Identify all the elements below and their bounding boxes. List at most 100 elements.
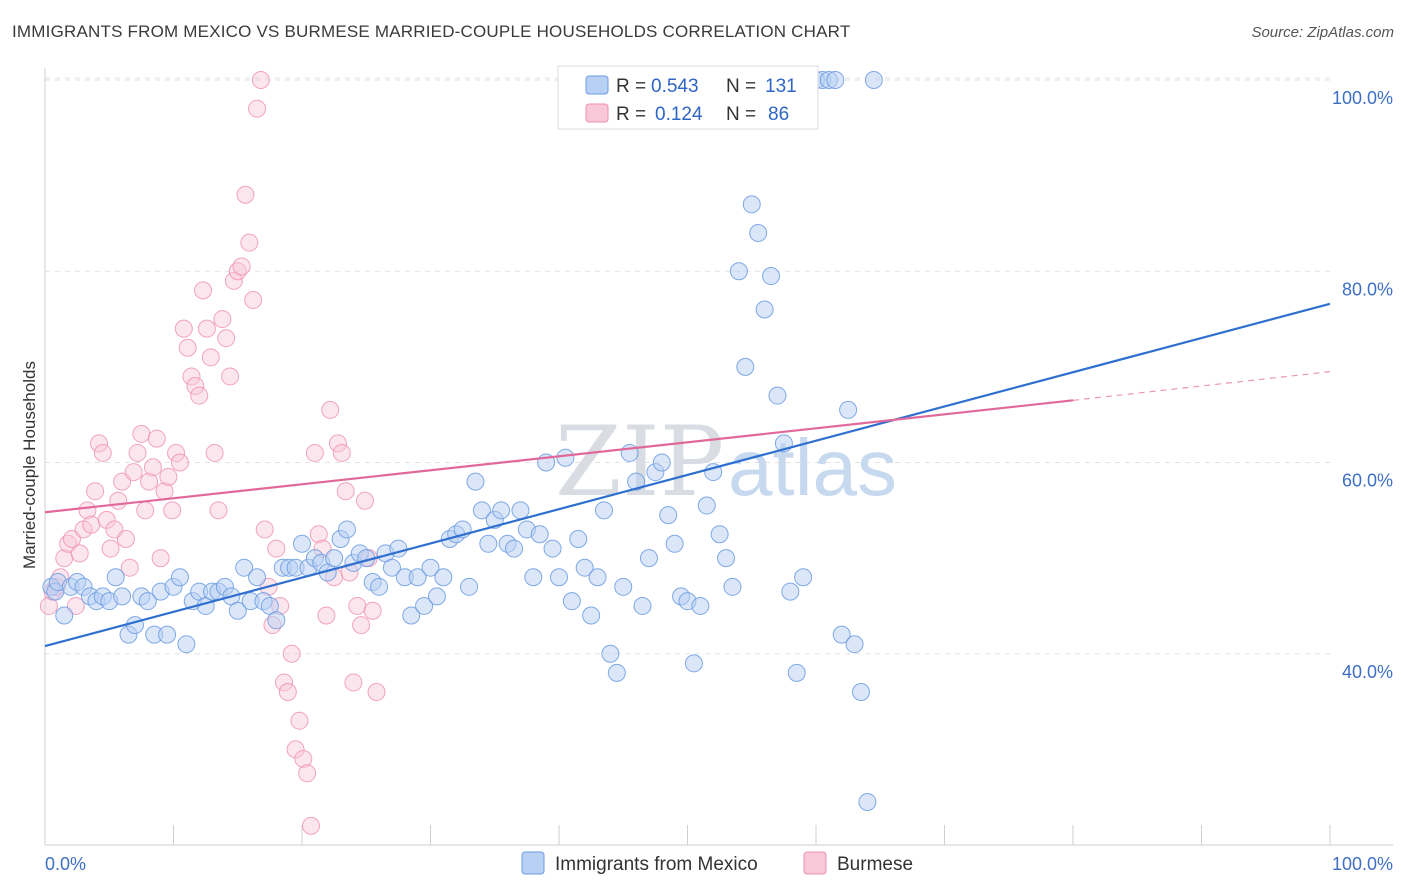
burmese-point (89, 434, 108, 453)
mexico-point (749, 224, 768, 242)
bottom-legend-swatch-burmese (803, 851, 827, 875)
burmese-point (240, 233, 259, 252)
mexico-point (125, 616, 144, 635)
burmese-point (332, 443, 351, 462)
watermark-atlas: atlas (728, 423, 897, 512)
legend-r-label-2: R = (616, 104, 646, 125)
mexico-point (575, 558, 594, 577)
mexico-point (524, 568, 543, 587)
burmese-point (70, 544, 89, 563)
burmese-point (209, 501, 228, 520)
burmese-points (39, 71, 386, 835)
mexico-point (472, 501, 491, 520)
mexico-point (639, 549, 658, 568)
mexico-point (434, 568, 453, 587)
mexico-point (697, 496, 716, 515)
mexico-point (839, 400, 858, 419)
mexico-point (594, 501, 613, 520)
burmese-point (290, 711, 309, 730)
watermark-zip: ZIP (555, 406, 724, 518)
burmese-point (109, 491, 128, 510)
burmese-point (251, 71, 270, 89)
legend-n-label-2: N = (726, 104, 756, 125)
mexico-point (633, 596, 652, 615)
burmese-point (66, 596, 85, 615)
burmese-point (132, 424, 151, 443)
burmese-point (344, 673, 363, 692)
axes (44, 68, 1393, 846)
mexico-point (768, 386, 787, 405)
mexico-trend-line (44, 302, 1331, 648)
burmese-point (348, 596, 367, 615)
burmese-point (113, 472, 132, 491)
burmese-point (174, 319, 193, 338)
legend-n-value-2: 86 (768, 104, 789, 125)
burmese-point (363, 601, 382, 620)
mexico-point (421, 558, 440, 577)
burmese-point (143, 458, 162, 477)
burmese-point (101, 539, 120, 558)
burmese-point (355, 491, 374, 510)
mexico-point (325, 549, 344, 568)
bottom-legend-mexico: Immigrants from Mexico (555, 854, 758, 875)
mexico-point (492, 501, 511, 520)
mexico-point (614, 577, 633, 596)
burmese-point (232, 257, 251, 276)
legend-r-label-1: R = (616, 76, 646, 97)
mexico-point (729, 262, 748, 281)
mexico-point (864, 71, 883, 89)
legend-n-label-1: N = (726, 76, 756, 97)
mexico-point (466, 472, 485, 491)
burmese-point (116, 530, 135, 548)
burmese-trend-dashed (1072, 371, 1331, 401)
burmese-point (224, 271, 243, 290)
burmese-point (170, 453, 189, 472)
burmese-point (213, 310, 232, 329)
source-label: Source: ZipAtlas.com (1251, 24, 1394, 41)
mexico-point (479, 534, 498, 553)
burmese-point (301, 816, 320, 835)
burmese-point (201, 348, 220, 367)
burmese-point (298, 764, 317, 783)
mexico-point (762, 267, 781, 286)
mexico-point (543, 539, 562, 558)
burmese-point (255, 520, 274, 539)
mexico-point (723, 577, 742, 596)
burmese-point (86, 482, 105, 501)
burmese-point (186, 377, 205, 395)
mexico-point (55, 606, 74, 625)
y-tick-label: 80.0% (1342, 279, 1393, 299)
mexico-point (402, 606, 421, 625)
y-tick-label: 100.0% (1332, 88, 1393, 108)
burmese-point (147, 429, 166, 448)
tick-labels: 40.0% 60.0% 80.0% 100.0% 0.0% 100.0% (45, 88, 1393, 874)
bottom-legend-burmese: Burmese (837, 854, 913, 875)
burmese-point (221, 367, 240, 386)
mexico-point (293, 534, 311, 553)
mexico-point (691, 596, 710, 615)
burmese-point (336, 482, 355, 501)
burmese-point (367, 683, 386, 701)
burmese-point (120, 558, 139, 577)
burmese-point (151, 549, 170, 568)
burmese-point (282, 644, 301, 663)
mexico-point (550, 568, 568, 587)
burmese-point (294, 749, 313, 768)
burmese-point (159, 467, 178, 486)
burmese-point (178, 338, 197, 357)
burmese-point (163, 501, 182, 520)
burmese-trend-line (44, 399, 1074, 514)
mexico-point (415, 596, 434, 615)
mexico-point (794, 568, 813, 587)
mexico-point (781, 582, 800, 601)
burmese-point (128, 443, 147, 462)
y-tick-label: 60.0% (1342, 471, 1393, 491)
burmese-point (328, 434, 347, 453)
y-axis-title: Married-couple Households (20, 361, 39, 569)
x-tick-label: 100.0% (1332, 854, 1393, 874)
mexico-point (170, 568, 189, 587)
burmese-point (105, 520, 124, 539)
burmese-point (305, 443, 324, 462)
mexico-point (158, 625, 177, 644)
